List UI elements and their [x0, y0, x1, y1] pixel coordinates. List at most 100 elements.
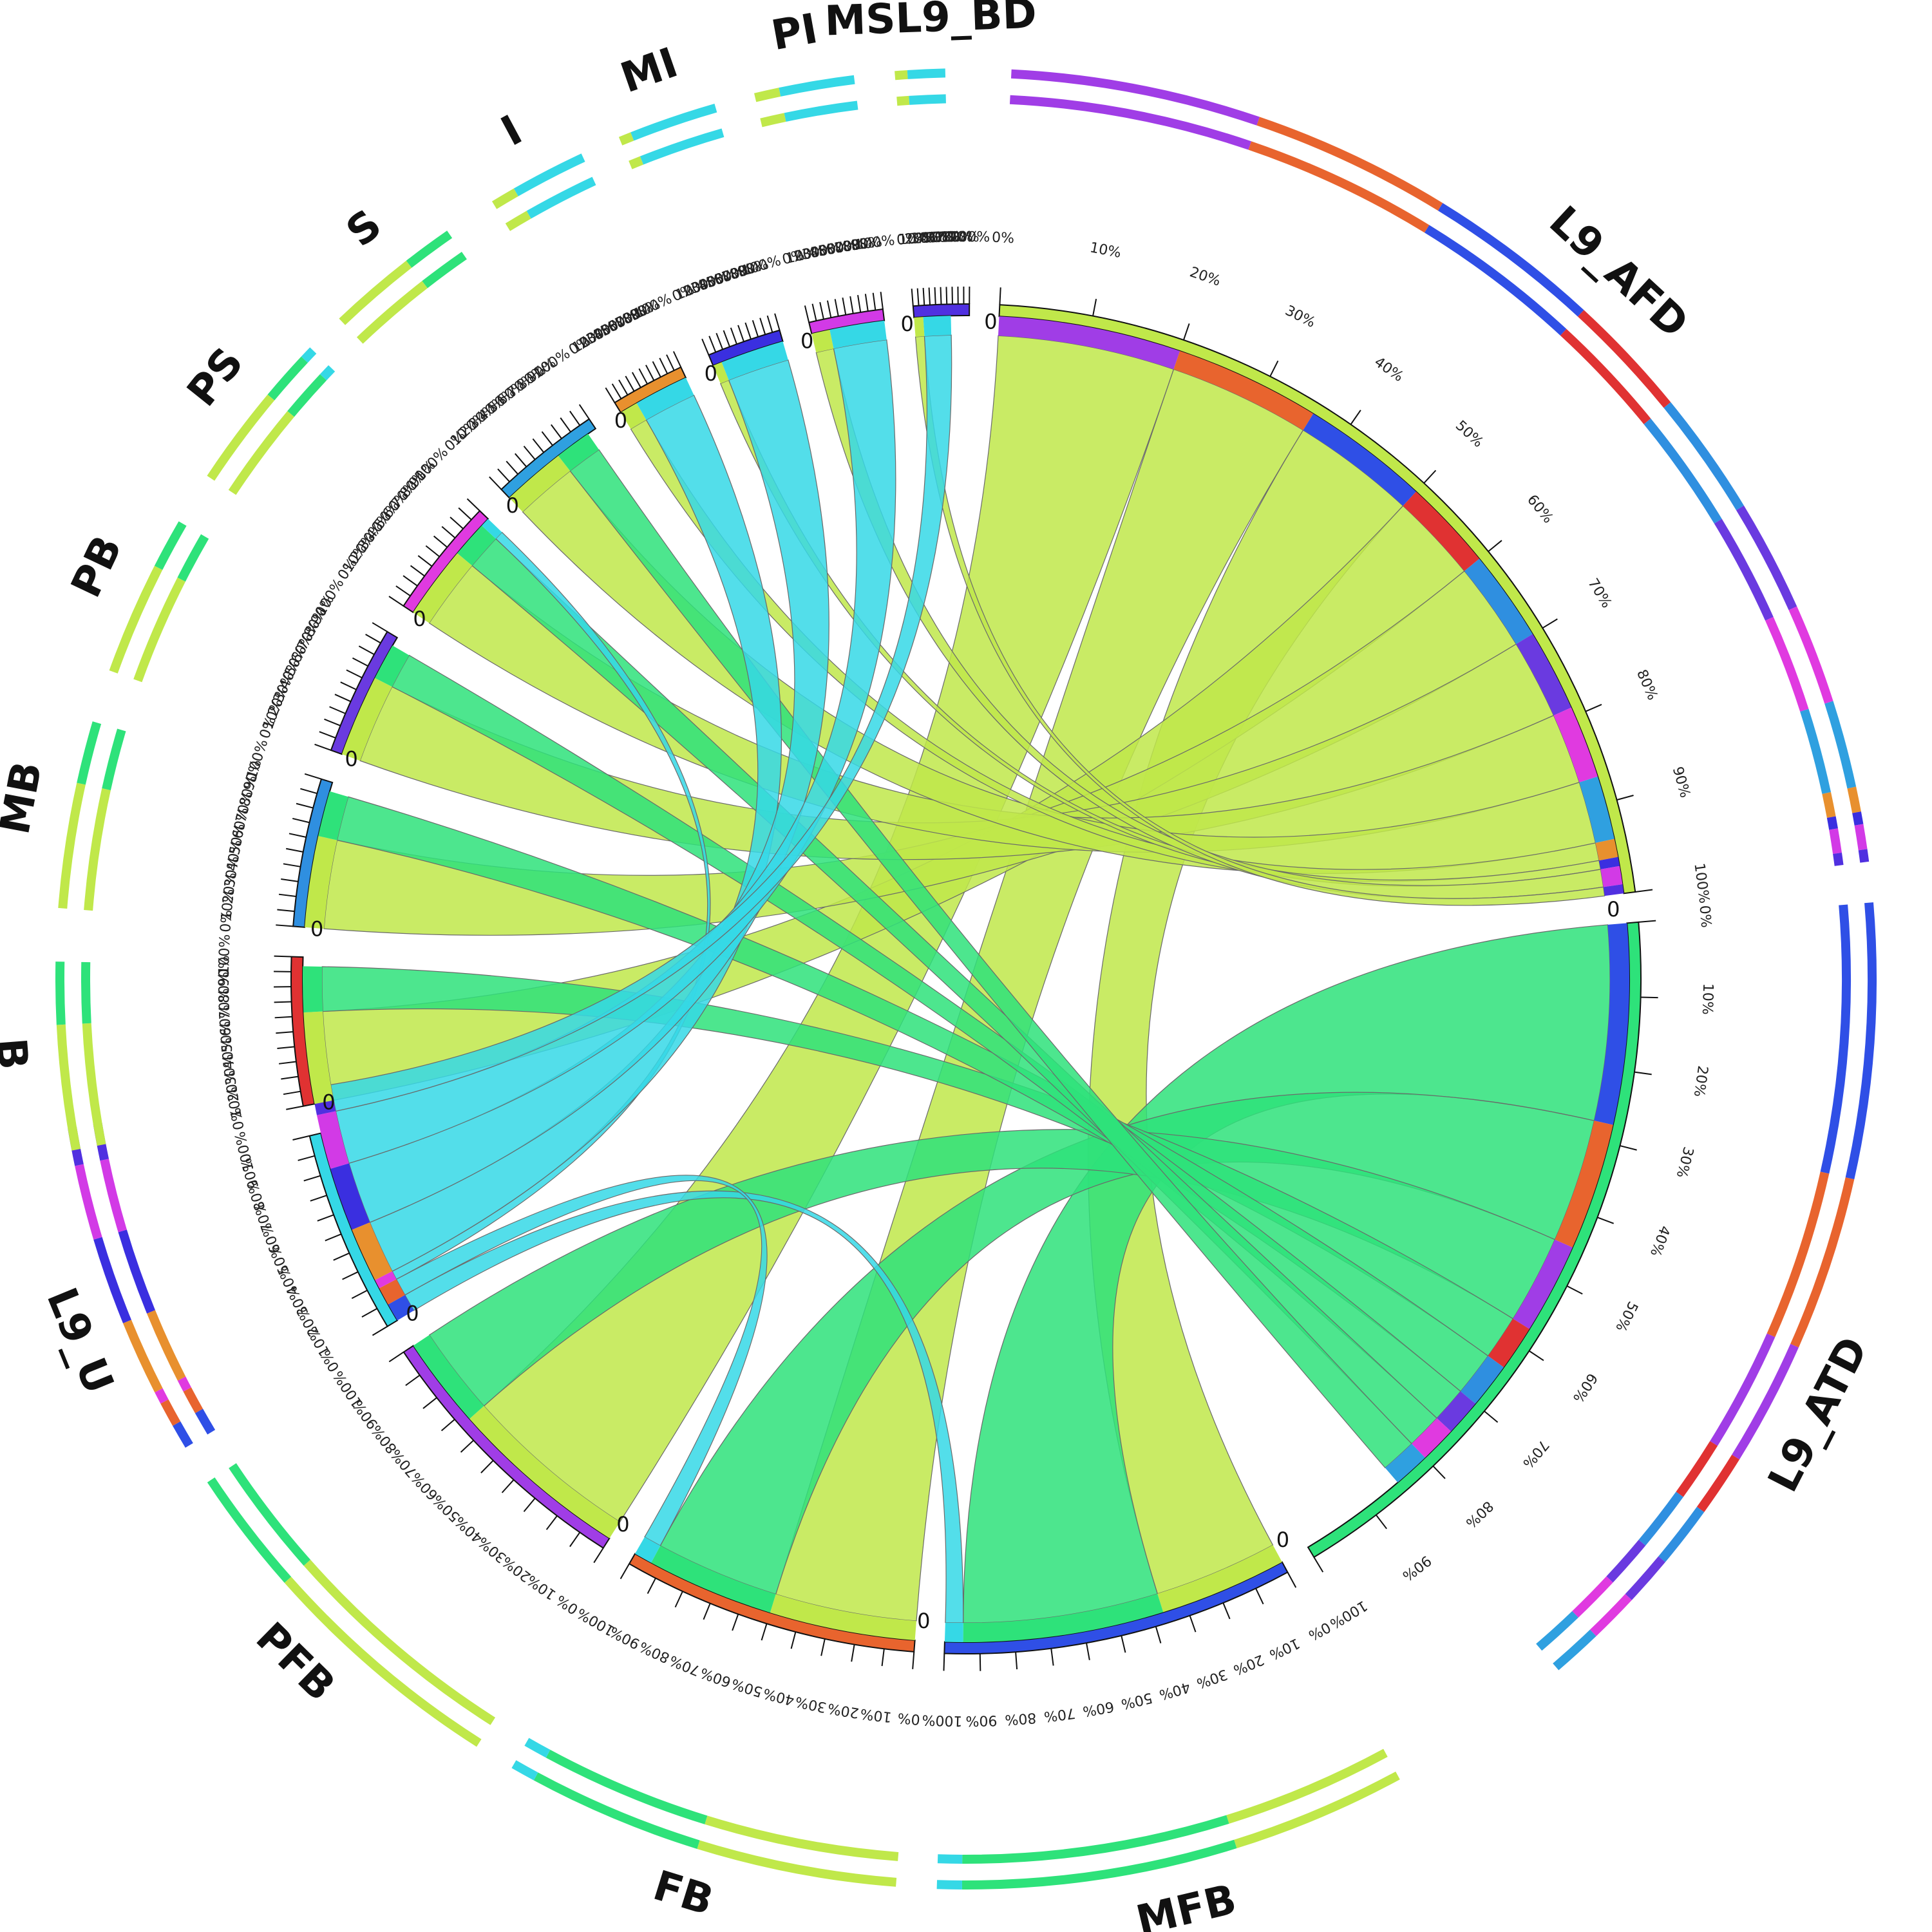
label-b: B [0, 1036, 37, 1071]
strip-pb-l9_atd [375, 645, 410, 687]
strip-ps-l9_afd [413, 553, 473, 623]
tick-mi-7 [752, 319, 759, 337]
tick-label-l9_atd-8: 80% [1463, 1497, 1497, 1531]
strip-l9_atd-ps [1412, 1418, 1452, 1458]
tick-mi-9 [766, 315, 773, 333]
tick-s-8 [560, 417, 571, 433]
outer-bar-pfb-l9_afd-0 [303, 1559, 496, 1725]
label-l9_u: L9_U [37, 1282, 123, 1401]
strip-l9_afd-b [1403, 491, 1480, 571]
tick-label-mfb-5: 50% [1119, 1689, 1153, 1712]
tick-l9_afd-4 [1350, 410, 1361, 425]
strip-l9_afd-s [1579, 776, 1615, 843]
tick-mfb-1 [1255, 1588, 1264, 1605]
tick-l9_afd-1 [1092, 298, 1097, 316]
zero-label-mb: 0 [310, 916, 323, 941]
tick-label-mfb-9: 90% [965, 1712, 997, 1728]
tick-label-mb-2: 20% [220, 872, 240, 905]
arc-msl9_bd [912, 303, 971, 319]
label-i: I [494, 106, 530, 155]
tick-i-1 [611, 383, 622, 399]
tick-b-5 [276, 1031, 294, 1034]
outer-bar-mfb-l9_atd-0 [962, 1815, 1229, 1864]
tick-label-mi-10: 100% [739, 253, 782, 279]
tick-mfb-10 [943, 1653, 945, 1671]
zero-label-msl9_bd: 0 [901, 312, 914, 336]
outer-bar-l9_atd-s-1 [1553, 1629, 1596, 1671]
arc-mfb [943, 1561, 1289, 1654]
outer-bar-mb-l9_afd-0 [84, 788, 111, 911]
tick-mb-2 [278, 893, 296, 897]
outer-bar-l9_u-pi-0 [100, 1159, 127, 1233]
tick-fb-1 [881, 1649, 885, 1667]
tick-s-0 [489, 476, 502, 490]
tick-pfb-6 [460, 1439, 474, 1453]
outer-proportion-bars [55, 68, 1877, 1889]
tick-label-fb-10: 100% [574, 1604, 618, 1638]
tick-pi-4 [834, 299, 839, 317]
outer-bar-l9_u-i-0 [147, 1310, 186, 1381]
tick-ps-4 [417, 554, 433, 567]
strip-l9_afd-pb [1516, 634, 1571, 715]
outer-bar-fb-l9_u-1 [511, 1760, 538, 1781]
strip-s-l9_afd [509, 455, 571, 512]
tick-mb-0 [276, 924, 294, 927]
tick-mi-3 [723, 330, 730, 347]
tick-l9_atd-1 [1640, 996, 1658, 999]
tick-mi-10 [774, 313, 781, 331]
tick-pfb-9 [405, 1374, 421, 1387]
outer-bar-l9_atd-pb-1 [1625, 1556, 1665, 1600]
strip-l9_afd-pi [1600, 866, 1623, 887]
tick-label-fb-1: 10% [859, 1705, 893, 1725]
tick-label-msl9_bd-7: 70% [935, 229, 967, 246]
tick-label-msl9_bd-9: 90% [948, 229, 980, 245]
tick-msl9_bd-2 [922, 287, 925, 306]
zero-label-l9_atd: 0 [1607, 897, 1620, 922]
tick-label-mb-0: 0% [218, 909, 236, 933]
tick-label-b-7: 70% [216, 988, 234, 1020]
tick-l9_u-0 [372, 1325, 388, 1336]
tick-label-s-10: 100% [531, 346, 573, 382]
outer-bar-l9_u-i-1 [123, 1320, 163, 1393]
tick-l9_afd-10 [1635, 889, 1653, 893]
tick-mb-6 [289, 833, 307, 838]
outer-bar-b-l9_atd-0 [80, 961, 91, 1024]
tick-label-pb-10: 100% [313, 576, 348, 619]
tick-mb-10 [304, 773, 322, 780]
tick-label-mfb-10: 100% [922, 1711, 963, 1728]
tick-l9_afd-7 [1542, 618, 1558, 629]
tick-mfb-3 [1189, 1615, 1197, 1633]
label-pi: PI [768, 5, 821, 60]
tick-pi-2 [819, 301, 824, 319]
tick-label-i-10: 100% [631, 291, 675, 323]
tick-b-7 [274, 1001, 292, 1003]
tick-l9_atd-3 [1620, 1145, 1637, 1151]
tick-label-fb-6: 60% [698, 1664, 733, 1690]
strip-mfb-l9_u [944, 1622, 963, 1642]
outer-bar-l9_u-mi-0 [118, 1229, 155, 1314]
tick-b-10 [274, 955, 292, 958]
tick-l9_u-2 [351, 1289, 368, 1299]
tick-s-2 [506, 460, 518, 475]
tick-label-l9_atd-5: 50% [1612, 1299, 1641, 1334]
outer-bar-l9_atd-mfb-0 [1820, 904, 1851, 1174]
outer-bar-pi-l9_afd-1 [754, 88, 781, 102]
strip-s-l9_atd [558, 433, 600, 471]
tick-s-6 [541, 431, 553, 446]
strip-l9_atd-pb [1437, 1391, 1476, 1432]
outer-bar-mb-l9_atd-0 [102, 728, 126, 791]
tick-pfb-3 [523, 1497, 536, 1512]
outer-bar-l9_atd-ps-0 [1572, 1576, 1613, 1618]
tick-i-7 [652, 361, 661, 377]
label-mfb: MFB [1132, 1876, 1241, 1932]
tick-label-b-5: 50% [218, 1021, 236, 1054]
tick-pfb-2 [545, 1515, 558, 1530]
outer-bar-msl9_bd-l9_afd-0 [896, 95, 910, 106]
tick-i-9 [666, 354, 675, 371]
tick-label-msl9_bd-10: 100% [949, 229, 990, 245]
tick-label-msl9_bd-2: 20% [904, 230, 936, 248]
zero-label-pfb: 0 [616, 1512, 629, 1537]
tick-pb-5 [340, 681, 357, 690]
tick-label-l9_u-10: 100% [232, 1130, 258, 1173]
tick-ps-1 [395, 585, 411, 597]
